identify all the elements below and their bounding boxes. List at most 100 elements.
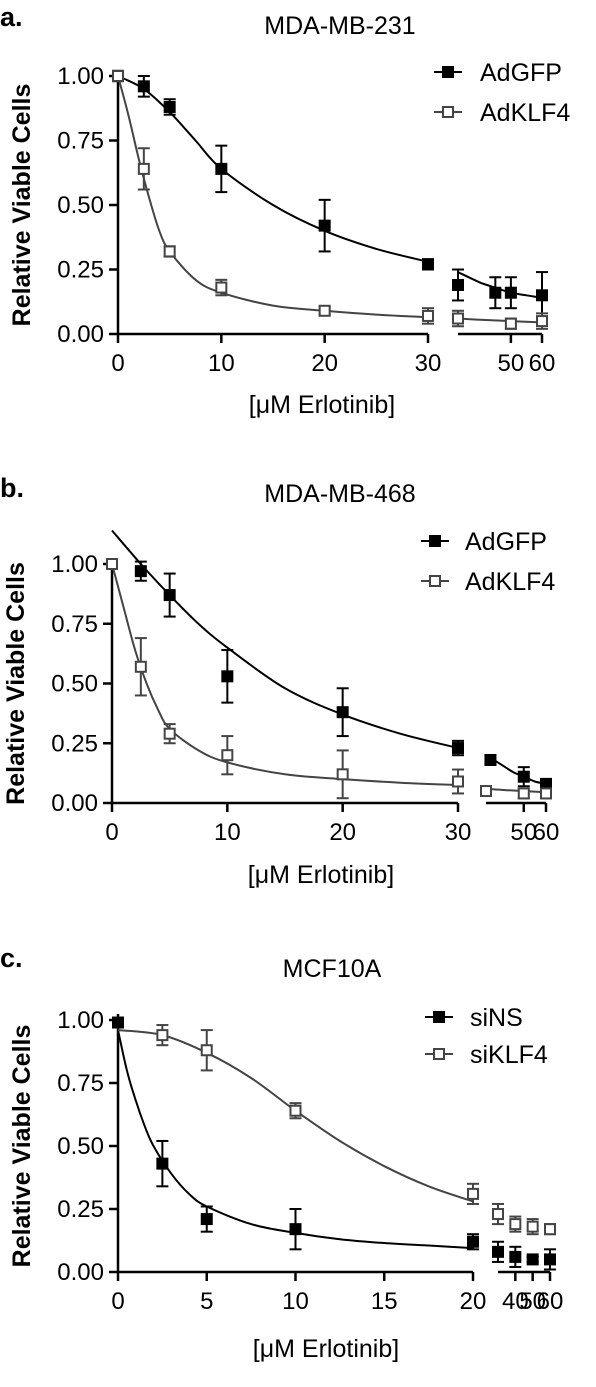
y-tick-label: 0.50 [51,671,98,698]
y-axis-label: Relative Viable Cells [8,84,36,327]
x-tick-label: 5 [200,1288,213,1315]
y-tick-label: 0.00 [57,321,104,348]
y-tick-label: 0.50 [57,1133,104,1160]
fit-curve [457,317,543,324]
data-point [318,304,331,317]
data-point [452,775,464,788]
data-point [452,742,464,755]
data-point [452,278,464,291]
panel-label: b. [0,473,24,503]
x-tick-label: 10 [214,819,241,846]
data-point [134,565,147,578]
y-tick-label: 1.00 [57,63,104,90]
x-tick-label: 10 [208,350,235,377]
x-tick-label: 60 [529,350,556,377]
legend-label: AdKLF4 [465,568,555,596]
data-point [156,1029,169,1042]
data-point [540,777,552,790]
x-tick-label: 10 [282,1288,309,1315]
legend-entry: siKLF4 [425,1041,548,1069]
chart-panel-c: c. MCF10A 0.00 0.25 0.50 0.75 1.00 Relative Via… [0,943,563,1363]
data-point [509,1250,522,1263]
data-point [221,670,234,683]
y-tick-label: 0.75 [57,128,104,155]
data-point [536,289,548,302]
series-AdKLF4 [106,558,552,800]
y-tick-label: 0.00 [57,1259,104,1286]
data-point [422,309,434,322]
data-point [163,589,176,602]
y-axis [109,1014,120,1274]
y-axis [103,558,114,805]
data-point [112,70,124,82]
legend-marker [442,66,454,78]
fit-curve [111,529,459,749]
legend-label: AdGFP [480,59,562,87]
data-point [221,749,234,762]
data-point [536,315,548,328]
y-tick-label: 0.50 [57,192,104,219]
data-point [215,281,228,294]
y-axis-label: Relative Viable Cells [8,1025,36,1268]
data-point [517,770,530,783]
data-point [484,753,497,766]
data-point [137,80,150,93]
legend-entry: AdGFP [434,59,562,87]
legend-label: AdKLF4 [480,99,570,127]
y-tick-label: 0.25 [57,257,104,284]
x-axis-label: [μM Erlotinib] [249,391,395,419]
fit-curve [485,787,547,794]
x-axis [116,1270,552,1281]
data-point [509,1218,522,1231]
data-point [336,706,349,719]
data-point [467,1235,479,1248]
y-axis-label: Relative Viable Cells [2,562,30,805]
x-tick-label: 0 [111,350,124,377]
panel-label: a. [0,2,23,32]
data-point [526,1220,539,1233]
legend-label: AdGFP [465,528,547,556]
data-point [106,558,118,570]
legend-entry: siNS [425,1004,523,1032]
data-point [336,768,349,781]
x-tick-label: 20 [311,350,338,377]
y-tick-label: 0.25 [51,730,98,757]
x-tick-label: 20 [329,819,356,846]
data-point [452,312,464,325]
legend-label: siNS [470,1004,523,1032]
legend-marker [429,535,441,547]
data-point [200,1213,213,1226]
x-tick-label: 30 [415,350,442,377]
x-axis [116,332,544,343]
chart-title: MDA-MB-468 [264,480,415,508]
x-tick-label: 60 [533,819,560,846]
series-siNS [112,1016,556,1271]
series-siKLF4 [117,1024,556,1236]
data-point [163,727,176,740]
y-tick-label: 0.75 [51,611,98,638]
y-tick-label: 1.00 [57,1007,104,1034]
data-point [156,1157,169,1170]
data-point [163,100,176,113]
data-point [489,286,502,299]
legend-marker [429,575,441,587]
data-point [289,1104,302,1117]
data-point [200,1044,213,1057]
x-tick-label: 30 [445,819,472,846]
x-axis-label: [μM Erlotinib] [248,861,394,889]
x-tick-label: 40 [502,1288,529,1315]
chart-panel-b: b. MDA-MB-468 0.00 0.25 0.50 0.75 1.00 Relative… [0,473,559,889]
data-point [504,317,517,330]
data-point [480,785,492,798]
chart-title: MCF10A [283,955,382,983]
legend-entry: AdKLF4 [421,568,555,596]
data-point [544,1253,556,1266]
y-tick-label: 0.25 [57,1196,104,1223]
y-tick-label: 0.75 [57,1070,104,1097]
x-tick-label: 50 [510,819,537,846]
data-point [134,660,147,673]
data-point [517,787,530,800]
data-point [467,1187,479,1200]
legend-entry: AdKLF4 [434,99,570,127]
